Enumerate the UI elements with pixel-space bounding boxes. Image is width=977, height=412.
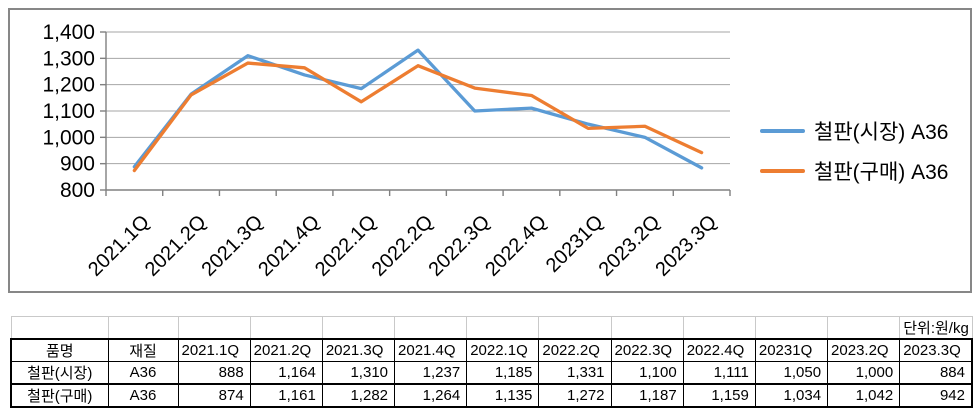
x-tick-label: 2022.4Q <box>481 211 551 281</box>
y-tick-label: 900 <box>60 153 95 176</box>
price-cell: 1,164 <box>249 361 323 385</box>
col-header-2022.4Q: 2022.4Q <box>682 338 756 362</box>
material-cell: A36 <box>107 361 179 385</box>
unit-label: 단위:원/kg <box>899 316 973 339</box>
x-tick-label: 2022.1Q <box>311 211 381 281</box>
price-cell: 1,185 <box>466 361 540 385</box>
y-tick-label: 1,000 <box>42 126 95 149</box>
y-tick-label: 1,300 <box>42 47 95 70</box>
price-cell: 888 <box>177 361 251 385</box>
x-tick-label: 2021.3Q <box>198 211 268 281</box>
price-cell: 1,159 <box>682 383 756 408</box>
price-cell: 1,042 <box>827 383 901 408</box>
price-cell: 1,187 <box>610 383 684 408</box>
legend-item-market: 철판(시장) A36 <box>760 119 949 144</box>
unit-row-cell <box>177 316 251 339</box>
col-header-2022.2Q: 2022.2Q <box>538 338 612 362</box>
price-table: 단위:원/kg 품명 재질 2021.1Q 2021.2Q 2021.3Q 2021.4Q 2… <box>10 316 974 408</box>
col-header-2023.2Q: 2023.2Q <box>827 338 901 362</box>
y-tick-label: 1,400 <box>42 21 95 44</box>
unit-row-cell <box>321 316 396 339</box>
col-header-20231Q: 20231Q <box>754 338 829 362</box>
series-line-1 <box>132 61 704 173</box>
col-header-2021.1Q: 2021.1Q <box>177 338 251 362</box>
unit-row-cell <box>249 316 323 339</box>
price-cell: 942 <box>899 383 974 408</box>
price-table-wrap: 단위:원/kg 품명 재질 2021.1Q 2021.2Q 2021.3Q 2021.4Q 2… <box>10 316 974 408</box>
col-header-2022.1Q: 2022.1Q <box>466 338 540 362</box>
x-tick-label: 2021.4Q <box>254 211 324 281</box>
col-header-2021.2Q: 2021.2Q <box>249 338 323 362</box>
x-tick-label: 2023.2Q <box>595 211 665 281</box>
price-cell: 1,111 <box>682 361 756 385</box>
unit-row-cell <box>538 316 612 339</box>
x-tick-label: 2021.1Q <box>84 211 154 281</box>
unit-row: 단위:원/kg <box>10 316 973 339</box>
unit-row-cell <box>10 316 109 339</box>
x-tick-label: 2022.3Q <box>424 211 494 281</box>
col-header-2021.3Q: 2021.3Q <box>321 338 396 362</box>
price-cell: 874 <box>177 383 251 408</box>
y-tick-label: 1,100 <box>42 100 95 123</box>
col-header-2021.4Q: 2021.4Q <box>394 338 468 362</box>
col-header-품명: 품명 <box>10 338 109 362</box>
legend-label-purchase: 철판(구매) A36 <box>814 161 949 184</box>
table-header-row: 품명 재질 2021.1Q 2021.2Q 2021.3Q 2021.4Q 2022.1Q 2… <box>10 338 974 362</box>
price-cell: 1,282 <box>321 383 396 408</box>
row-name: 철판(시장) <box>10 361 109 385</box>
legend-line-sample-orange <box>760 169 805 173</box>
unit-row-cell <box>466 316 540 339</box>
table-row: 철판(구매) A36 874 1,161 1,282 1,264 1,135 1,272 1,1… <box>10 383 974 408</box>
y-tick-label: 800 <box>60 179 95 202</box>
unit-row-cell <box>754 316 829 339</box>
x-tick-label: 2023.3Q <box>651 211 721 281</box>
price-cell: 1,135 <box>466 383 540 408</box>
price-line-chart: 800 900 1,000 1,100 1,200 1,300 1,400 2021.1Q 20… <box>8 8 972 293</box>
chart-plot-area: 8009001,0001,1001,2001,3001,4002021.1Q20… <box>42 21 731 281</box>
price-cell: 884 <box>899 361 974 385</box>
legend-item-purchase: 철판(구매) A36 <box>760 159 949 184</box>
price-cell: 1,331 <box>538 361 612 385</box>
legend-label-market: 철판(시장) A36 <box>814 121 949 144</box>
price-cell: 1,310 <box>321 361 396 385</box>
price-cell: 1,034 <box>754 383 829 408</box>
col-header-2023.3Q: 2023.3Q <box>899 338 974 362</box>
table-row: 철판(시장) A36 888 1,164 1,310 1,237 1,185 1,331 1,1… <box>10 361 974 385</box>
y-tick-label: 1,200 <box>42 74 95 97</box>
x-tick-label: 2022.2Q <box>368 211 438 281</box>
series-line-0 <box>132 48 704 170</box>
unit-row-cell <box>610 316 684 339</box>
price-cell: 1,272 <box>538 383 612 408</box>
price-cell: 1,000 <box>827 361 901 385</box>
price-cell: 1,264 <box>394 383 468 408</box>
legend-line-sample-blue <box>760 129 805 133</box>
material-cell: A36 <box>107 383 179 408</box>
row-name: 철판(구매) <box>10 383 109 408</box>
col-header-2022.3Q: 2022.3Q <box>610 338 684 362</box>
price-cell: 1,237 <box>394 361 468 385</box>
price-cell: 1,161 <box>249 383 323 408</box>
unit-row-cell <box>107 316 179 339</box>
x-tick-label: 2021.2Q <box>141 211 211 281</box>
col-header-재질: 재질 <box>107 338 179 362</box>
unit-row-cell <box>682 316 756 339</box>
unit-row-cell <box>827 316 901 339</box>
price-cell: 1,100 <box>610 361 684 385</box>
price-cell: 1,050 <box>754 361 829 385</box>
unit-row-cell <box>394 316 468 339</box>
